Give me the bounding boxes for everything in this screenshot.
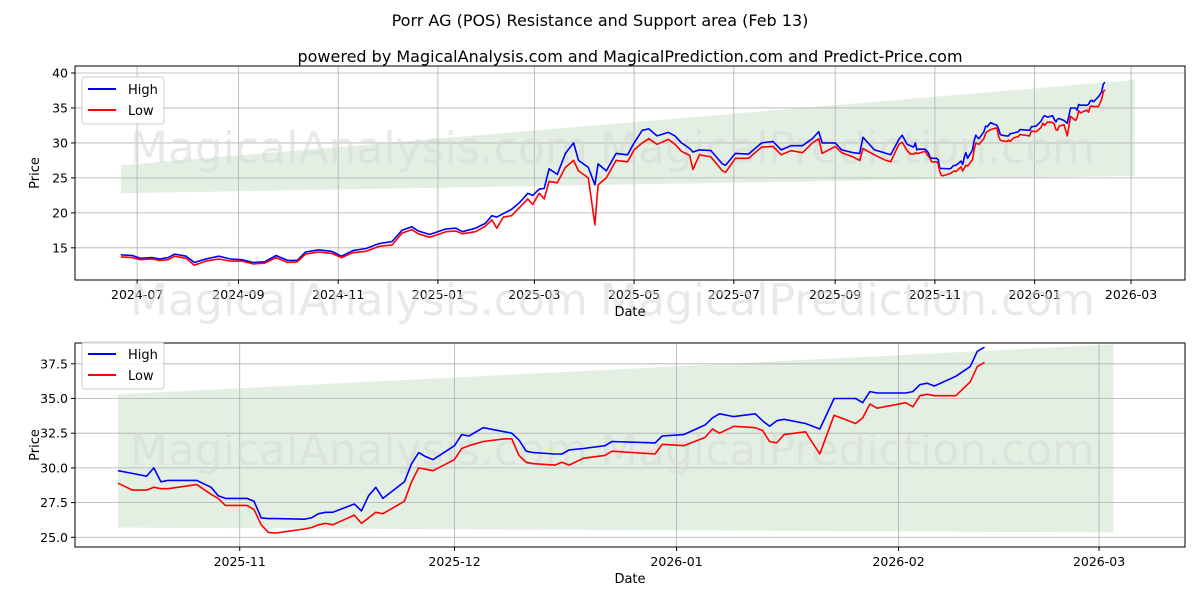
legend-label-low: Low	[128, 104, 154, 119]
x-axis-label: Date	[614, 572, 645, 587]
y-axis-label: Price	[28, 429, 43, 461]
x-tick-label: 2026-02	[872, 554, 924, 569]
y-tick-label: 37.5	[40, 356, 68, 371]
legend: High Low	[81, 76, 165, 125]
series-line-low	[117, 361, 985, 534]
y-tick-label: 30.0	[40, 460, 68, 475]
series-line-high	[117, 346, 985, 521]
x-tick-label: 2025-03	[508, 287, 560, 302]
chart-title: Porr AG (POS) Resistance and Support are…	[392, 11, 809, 30]
x-tick-label: 2025-12	[428, 554, 480, 569]
x-tick-label: 2026-01	[650, 554, 702, 569]
x-tick-label: 2025-11	[909, 287, 961, 302]
x-tick-label: 2024-09	[212, 287, 264, 302]
x-tick-label: 2024-11	[312, 287, 364, 302]
support-resistance-band	[117, 344, 1114, 533]
watermark-text: MagicalAnalysis.com	[130, 425, 588, 476]
x-tick-label: 2025-07	[708, 287, 760, 302]
y-tick-label: 27.5	[40, 495, 68, 510]
x-tick-label: 2025-11	[214, 554, 266, 569]
x-tick-label: 2025-05	[608, 287, 660, 302]
chart-panel-recent: 25.0 27.5 30.0 32.5 35.0 37.5 2025-11 2025-12 20…	[28, 341, 1186, 587]
axes-frame	[74, 65, 1186, 281]
y-tick-label: 25	[52, 170, 68, 185]
watermark-text: MagicalAnalysis.com	[130, 123, 588, 174]
y-tick-label: 15	[52, 240, 68, 255]
x-tick-label: 2026-01	[1008, 287, 1060, 302]
x-tick-label: 2026-03	[1105, 287, 1157, 302]
y-tick-label: 40	[52, 65, 68, 80]
chart-subtitle: powered by MagicalAnalysis.com and Magic…	[297, 47, 962, 66]
series-line-high	[120, 81, 1106, 264]
watermark-text: MagicalPrediction.com	[600, 275, 1095, 326]
legend: High Low	[81, 341, 165, 390]
y-tick-label: 20	[52, 205, 68, 220]
y-tick-label: 30	[52, 135, 68, 150]
y-tick-label: 35	[52, 100, 68, 115]
y-axis-label: Price	[28, 157, 43, 189]
watermark-text: MagicalAnalysis.com	[130, 275, 588, 326]
y-tick-label: 32.5	[40, 426, 68, 441]
legend-label-low: Low	[128, 369, 154, 384]
x-tick-label: 2025-01	[412, 287, 464, 302]
y-tick-label: 25.0	[40, 530, 68, 545]
watermark-text: MagicalPrediction.com	[600, 123, 1095, 174]
x-tick-label: 2025-09	[809, 287, 861, 302]
axes-frame	[74, 342, 1186, 548]
y-tick-label: 35.0	[40, 391, 68, 406]
chart-panel-full-history: 15 20 25 30 35 40 2024-07 2024-09 2024-11 2025-01…	[28, 65, 1186, 326]
legend-label-high: High	[128, 348, 158, 363]
x-axis-label: Date	[614, 305, 645, 320]
x-tick-label: 2024-07	[111, 287, 163, 302]
series-line-low	[120, 89, 1106, 267]
legend-label-high: High	[128, 83, 158, 98]
x-tick-label: 2026-03	[1073, 554, 1125, 569]
watermark-text: MagicalPrediction.com	[600, 425, 1095, 476]
